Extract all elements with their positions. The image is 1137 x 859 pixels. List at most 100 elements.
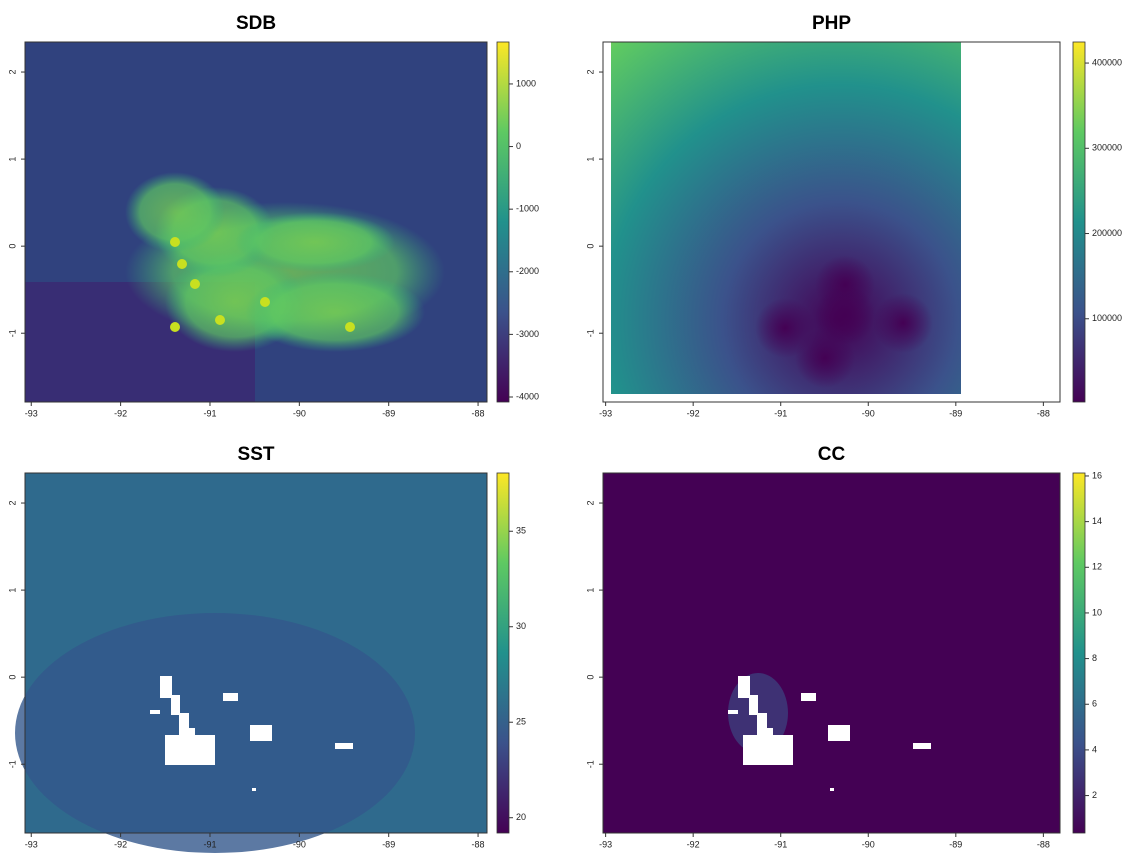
colorbar-tick-label: 300000: [1092, 143, 1122, 153]
colorbar-tick-label: 0: [516, 141, 521, 151]
x-tick-label: -93: [25, 408, 38, 418]
island: [252, 788, 256, 791]
x-tick-label: -93: [25, 839, 38, 849]
colorbar-tick-label: 1000: [516, 78, 536, 88]
island: [250, 725, 272, 741]
x-tick-label: -88: [472, 839, 485, 849]
x-tick-label: -88: [1037, 839, 1050, 849]
colorbar-tick-label: 25: [516, 717, 526, 727]
y-tick-label: 1: [585, 588, 595, 593]
y-tick-label: 2: [7, 501, 17, 506]
x-tick-label: -91: [774, 408, 787, 418]
y-tick-label: -1: [585, 329, 595, 337]
plot-frame: [602, 41, 1061, 403]
y-tick-label: 1: [7, 157, 17, 162]
island: [190, 279, 200, 289]
y-tick-label: 0: [585, 244, 595, 249]
x-tick-label: -89: [949, 839, 962, 849]
island: [757, 713, 767, 735]
colorbar-tick-label: -1000: [516, 204, 539, 214]
island: [165, 735, 215, 765]
x-tick-label: -92: [687, 839, 700, 849]
island: [160, 676, 172, 698]
x-tick-label: -91: [203, 408, 216, 418]
island: [738, 676, 750, 698]
shelf: [235, 212, 395, 272]
island: [223, 693, 238, 701]
colorbar-tick-label: 400000: [1092, 57, 1122, 67]
colorbar-tick-label: 14: [1092, 516, 1102, 526]
colorbar-tick-label: 30: [516, 621, 526, 631]
map-title: PHP: [812, 13, 851, 34]
colorbar-tick-label: -4000: [516, 391, 539, 401]
colorbar-tick-label: 4: [1092, 744, 1097, 754]
island: [177, 259, 187, 269]
island: [335, 743, 353, 749]
map-panel: SDB -93 -92 -91 -90 -89 -88 -1 0 1 2 -4000 -3000 -200…: [7, 13, 539, 418]
map-title: SST: [238, 444, 275, 465]
colorbar-tick-label: 8: [1092, 653, 1097, 663]
minimum: [795, 328, 855, 388]
x-tick-label: -89: [382, 408, 395, 418]
colorbar-tick-label: 2: [1092, 790, 1097, 800]
island: [830, 788, 834, 791]
shelf: [125, 172, 225, 252]
x-tick-label: -88: [1037, 408, 1050, 418]
colorbar-tick-label: 100000: [1092, 313, 1122, 323]
island: [345, 322, 355, 332]
y-tick-label: 0: [7, 244, 17, 249]
island: [150, 710, 160, 714]
shelf: [245, 272, 425, 352]
colorbar-tick-label: -2000: [516, 266, 539, 276]
y-tick-label: 1: [7, 588, 17, 593]
x-tick-label: -92: [687, 408, 700, 418]
y-tick-label: 2: [585, 70, 595, 75]
y-tick-label: 2: [7, 70, 17, 75]
y-tick-label: 0: [7, 675, 17, 680]
x-tick-label: -92: [114, 408, 127, 418]
y-tick-label: -1: [7, 329, 17, 337]
colorbar-tick-label: 200000: [1092, 228, 1122, 238]
x-tick-label: -90: [293, 839, 306, 849]
map-title: SDB: [236, 13, 276, 34]
x-tick-label: -91: [203, 839, 216, 849]
island: [749, 695, 758, 715]
y-tick-label: 2: [585, 501, 595, 506]
colorbar-tick-label: 16: [1092, 470, 1102, 480]
colorbar: [496, 472, 510, 834]
x-tick-label: -90: [862, 408, 875, 418]
island: [728, 710, 738, 714]
x-tick-label: -91: [774, 839, 787, 849]
y-tick-label: 1: [585, 157, 595, 162]
x-tick-label: -92: [114, 839, 127, 849]
colorbar-tick-label: 10: [1092, 607, 1102, 617]
island: [215, 315, 225, 325]
x-tick-label: -88: [472, 408, 485, 418]
island: [828, 725, 850, 741]
x-tick-label: -89: [382, 839, 395, 849]
y-tick-label: 0: [585, 675, 595, 680]
island: [801, 693, 816, 701]
colorbar-tick-label: 20: [516, 812, 526, 822]
minimum: [873, 293, 933, 353]
island: [179, 713, 189, 735]
island: [171, 695, 180, 715]
plot-frame: [24, 41, 488, 403]
map-panel: PHP -93 -92 -91 -90 -89 -88 -1 0 1 2 100000 200000 30…: [585, 13, 1122, 418]
y-tick-label: -1: [7, 760, 17, 768]
colorbar: [1072, 41, 1086, 403]
island: [913, 743, 931, 749]
x-tick-label: -93: [599, 408, 612, 418]
plot-frame: [24, 472, 488, 834]
colorbar: [496, 41, 510, 403]
map-panel: SST -93 -92 -91 -90 -89 -88 -1 0 1 2 20 25 30 35: [7, 444, 526, 853]
colorbar-tick-label: 6: [1092, 699, 1097, 709]
raster: [603, 473, 1060, 833]
island: [765, 728, 773, 738]
map-title: CC: [818, 444, 846, 465]
plot-frame: [602, 472, 1061, 834]
x-tick-label: -93: [599, 839, 612, 849]
colorbar-tick-label: 12: [1092, 562, 1102, 572]
